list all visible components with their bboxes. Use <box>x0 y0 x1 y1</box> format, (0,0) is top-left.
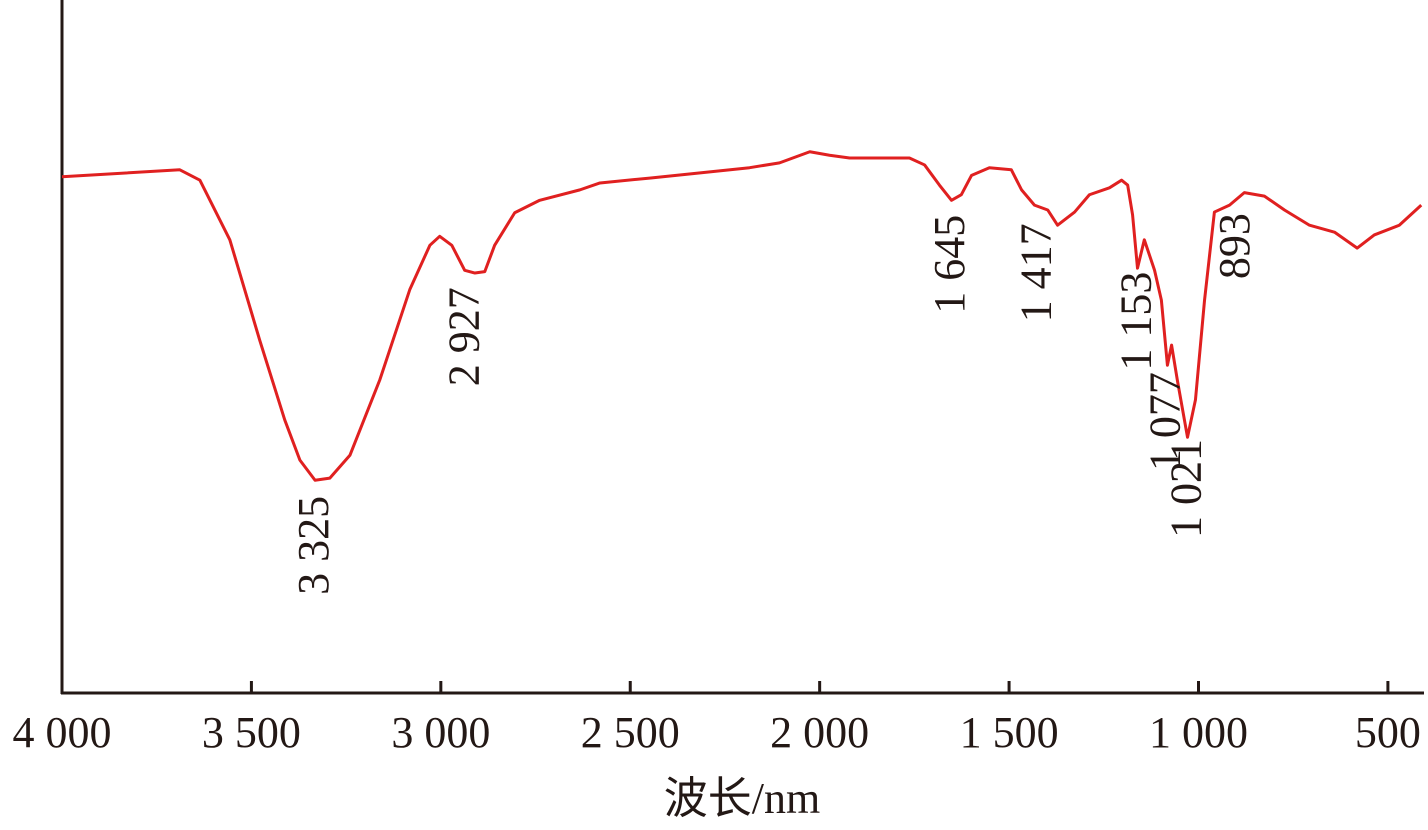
peak-label: 1 021 <box>1162 439 1211 538</box>
peak-label: 3 325 <box>289 496 338 595</box>
peak-label: 1 077 <box>1140 372 1189 471</box>
x-tick-label: 1 500 <box>960 708 1059 757</box>
x-tick-label: 3 000 <box>391 708 490 757</box>
x-tick-label: 2 500 <box>581 708 680 757</box>
spectrum-line <box>61 150 1423 482</box>
x-tick-label: 1 000 <box>1149 708 1248 757</box>
peak-label: 1 153 <box>1112 272 1161 371</box>
peak-label: 893 <box>1210 213 1259 279</box>
x-tick-label: 2 000 <box>770 708 869 757</box>
peak-label: 1 645 <box>925 215 974 314</box>
x-tick-label: 500 <box>1355 708 1421 757</box>
peak-label: 1 417 <box>1012 223 1061 322</box>
x-axis-label: 波长/nm <box>664 774 820 823</box>
x-tick-label: 3 500 <box>202 708 301 757</box>
peak-label: 2 927 <box>440 287 489 386</box>
x-tick-label: 4 000 <box>13 708 112 757</box>
